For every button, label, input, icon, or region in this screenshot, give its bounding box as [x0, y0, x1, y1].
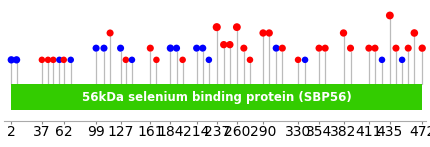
Point [213, 26, 220, 28]
Point [340, 32, 347, 34]
Text: 56kDa selenium binding protein (SBP56): 56kDa selenium binding protein (SBP56) [82, 91, 352, 104]
Point [101, 47, 108, 49]
Point [399, 59, 405, 61]
Point [273, 47, 280, 49]
Point [56, 59, 63, 61]
Point [123, 59, 129, 61]
Point [173, 47, 180, 49]
Point [147, 47, 154, 49]
Point [240, 47, 247, 49]
Point [179, 59, 186, 61]
Point [153, 59, 160, 61]
Point [322, 47, 329, 49]
Point [167, 47, 174, 49]
Point [193, 47, 200, 49]
Point [366, 47, 372, 49]
FancyBboxPatch shape [11, 84, 422, 110]
Point [107, 32, 114, 34]
Point [301, 59, 308, 61]
Point [206, 59, 212, 61]
Point [38, 59, 45, 61]
Point [266, 32, 273, 34]
Point [92, 47, 99, 49]
Point [8, 59, 15, 61]
Point [295, 59, 301, 61]
Point [393, 47, 399, 49]
Point [316, 47, 322, 49]
Point [419, 47, 426, 49]
Point [246, 59, 253, 61]
Point [200, 47, 206, 49]
Point [13, 59, 20, 61]
Point [387, 14, 393, 17]
Point [378, 59, 385, 61]
Point [117, 47, 124, 49]
Point [405, 47, 412, 49]
Point [220, 44, 227, 46]
Point [411, 32, 418, 34]
Point [260, 32, 267, 34]
Point [68, 59, 74, 61]
Point [233, 26, 240, 28]
Point [227, 44, 233, 46]
Point [60, 59, 67, 61]
Point [129, 59, 135, 61]
Point [279, 47, 286, 49]
Point [372, 47, 378, 49]
Point [45, 59, 52, 61]
Point [50, 59, 57, 61]
Point [347, 47, 354, 49]
